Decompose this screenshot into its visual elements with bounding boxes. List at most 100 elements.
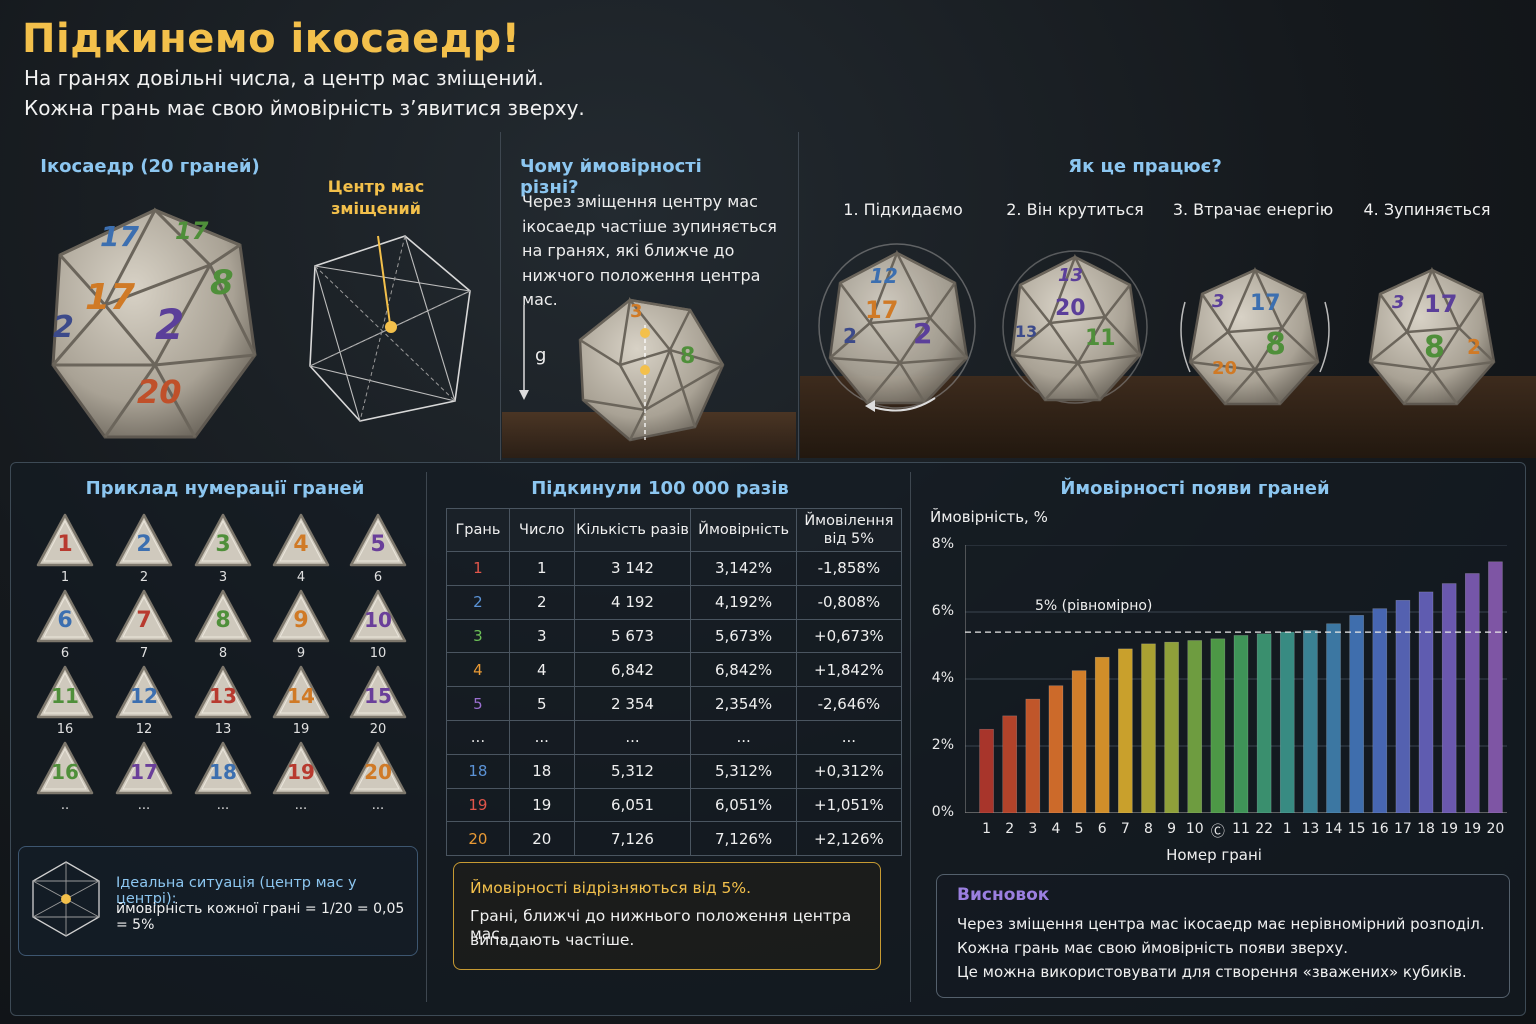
table-cell-count: 2 354	[573, 686, 692, 721]
face-label: 3	[218, 570, 228, 585]
col-header: Ймовірність	[690, 508, 797, 552]
face-label: 8	[218, 646, 228, 661]
face-tile: 9	[272, 588, 330, 644]
subtitle-line-2: Кожна грань має свою ймовірність з’явити…	[24, 96, 585, 120]
bar-7	[1118, 648, 1133, 813]
x-tick-label: 10	[1185, 821, 1204, 837]
x-tick-label: 2	[1005, 821, 1015, 837]
face-label: 6	[373, 570, 383, 585]
face-label: 12	[135, 722, 153, 737]
bar-chart: 0% 2% 4% 6% 8% 1 2 3 4 5 6 7 8 9 10 Ⓒ 11 22 1 13 14 15 16 17 18 1…	[932, 536, 1507, 840]
note-title: Ймовірності відрізняються від 5%.	[470, 879, 752, 897]
divider	[426, 472, 427, 1002]
face-tile: 5	[349, 512, 407, 568]
table-cell-num: 5	[508, 686, 575, 721]
face-label: 19	[292, 722, 310, 737]
ideal-line-1: Ідеальна ситуація (центр мас у центрі):	[116, 875, 357, 907]
table-cell-count: 5 673	[573, 618, 692, 654]
table-cell-dev: +1,051%	[795, 787, 903, 823]
table-cell-prob: ...	[690, 719, 797, 755]
note-line-2: випадають частіше.	[470, 931, 635, 949]
table-cell-count: 5,312	[573, 753, 692, 789]
bar-22	[1465, 573, 1480, 813]
bar-1	[979, 728, 994, 813]
table-cell-face: 2	[446, 584, 510, 620]
col-header: Кількість разів	[573, 508, 692, 552]
table-cell-count: ...	[573, 719, 692, 755]
face-tile: 13	[194, 664, 252, 720]
face-label: 10	[369, 646, 387, 661]
table-cell-count: 7,126	[573, 821, 692, 857]
bar-20	[1418, 591, 1434, 813]
gravity-arrow	[518, 300, 538, 405]
bar-11	[1210, 638, 1226, 813]
table-row: 19 19 6,051 6,051% +1,051%	[446, 787, 903, 823]
tilted-die: 8 3	[575, 295, 725, 445]
bar-18	[1372, 608, 1388, 813]
face-number: 7	[136, 608, 152, 633]
face-label: 13	[214, 722, 232, 737]
wireframe-icosahedron	[300, 226, 480, 426]
bar-3	[1025, 698, 1041, 813]
table-cell-count: 4 192	[573, 584, 692, 620]
conclusion-line-2: Кожна грань має свою ймовірність появи з…	[957, 939, 1349, 957]
die-number: 20	[137, 373, 182, 411]
x-tick-label: 4	[1051, 821, 1061, 837]
bar-8	[1141, 643, 1156, 813]
faces-heading: Приклад нумерації граней	[85, 478, 365, 499]
results-table: Грань Число Кількість разів Ймовірність …	[446, 508, 903, 857]
face-number: 12	[130, 684, 158, 708]
svg-text:13: 13	[1058, 265, 1083, 286]
svg-text:3: 3	[1392, 292, 1405, 313]
table-heading: Підкинули 100 000 разів	[531, 478, 789, 499]
face-number: 17	[130, 760, 158, 784]
svg-text:13: 13	[1015, 322, 1037, 341]
face-number: 14	[287, 684, 315, 708]
table-cell-dev: +0,673%	[795, 618, 903, 654]
step-4-label: 4. Зупиняється	[1363, 200, 1491, 219]
icosa-heading: Ікосаедр (20 граней)	[40, 156, 260, 177]
die-number: 17	[85, 277, 136, 318]
table-cell-face: 1	[446, 551, 510, 586]
svg-text:12: 12	[870, 264, 898, 288]
svg-text:17: 17	[1250, 291, 1281, 316]
table-cell-dev: +0,312%	[795, 753, 903, 789]
face-tile: 20	[349, 740, 407, 796]
bar-23	[1488, 561, 1503, 813]
table-cell-num: 3	[508, 618, 575, 654]
face-tile: 16	[36, 740, 94, 796]
ideal-line-2: ймовірність кожної грані = 1/20 = 0,05 =…	[116, 901, 405, 933]
conclusion-title: Висновок	[957, 885, 1050, 905]
face-tile: 10	[349, 588, 407, 644]
face-tile: 17	[115, 740, 173, 796]
face-label: ...	[371, 798, 385, 813]
step-1-die: 12 17 2 2	[815, 238, 980, 418]
face-tile: 15	[349, 664, 407, 720]
face-tile: 3	[194, 512, 252, 568]
bar-17	[1349, 615, 1364, 813]
center-label-line-1: Центр мас	[327, 177, 425, 196]
bar-10	[1187, 640, 1203, 813]
col-header: Ймовілення від 5%	[795, 508, 903, 552]
bar-19	[1395, 599, 1411, 813]
table-cell-dev: -0,808%	[795, 584, 903, 620]
bar-15	[1303, 630, 1318, 813]
wireframe-icon	[29, 859, 103, 939]
table-row: 20 20 7,126 7,126% +2,126%	[446, 821, 903, 857]
face-number: 5	[370, 532, 386, 557]
table-row: 18 18 5,312 5,312% +0,312%	[446, 753, 903, 789]
table-cell-prob: 5,312%	[690, 753, 797, 789]
divider	[500, 132, 501, 460]
x-tick-label: 5	[1074, 821, 1084, 837]
face-number: 19	[287, 760, 315, 784]
y-tick-label: 8%	[931, 536, 954, 552]
table-cell-prob: 6,051%	[690, 787, 797, 823]
step-2-label: 2. Він крутиться	[1006, 200, 1144, 219]
x-tick-label: 15	[1347, 821, 1366, 837]
svg-text:2: 2	[843, 324, 857, 348]
x-tick-label: 11	[1232, 821, 1250, 837]
x-tick-label: 8	[1144, 821, 1153, 837]
svg-text:3: 3	[1212, 291, 1225, 312]
x-tick-label: 16	[1370, 821, 1389, 837]
table-cell-num: 2	[508, 584, 575, 620]
